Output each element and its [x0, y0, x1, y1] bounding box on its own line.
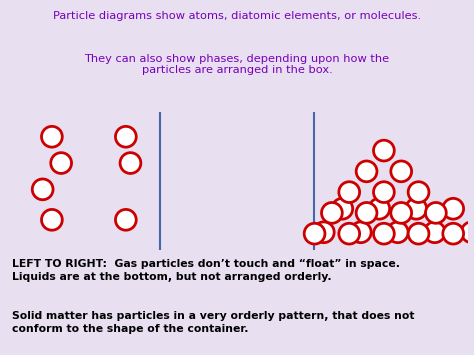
- Circle shape: [391, 202, 411, 223]
- Circle shape: [116, 209, 136, 230]
- Circle shape: [374, 223, 394, 244]
- Circle shape: [374, 182, 394, 202]
- Circle shape: [42, 209, 62, 230]
- Circle shape: [116, 126, 136, 147]
- Circle shape: [406, 198, 427, 219]
- Circle shape: [443, 223, 464, 244]
- Text: Particle diagrams show atoms, diatomic elements, or molecules.: Particle diagrams show atoms, diatomic e…: [53, 11, 421, 21]
- Text: They can also show phases, depending upon how the
particles are arranged in the : They can also show phases, depending upo…: [84, 54, 390, 75]
- Circle shape: [304, 223, 325, 244]
- Circle shape: [51, 153, 72, 174]
- Circle shape: [443, 198, 464, 219]
- Circle shape: [374, 140, 394, 161]
- Circle shape: [32, 179, 53, 200]
- Circle shape: [356, 202, 377, 223]
- Circle shape: [42, 126, 62, 147]
- Circle shape: [339, 182, 360, 202]
- Text: LEFT TO RIGHT:  Gas particles don’t touch and “float” in space.
Liquids are at t: LEFT TO RIGHT: Gas particles don’t touch…: [12, 259, 400, 282]
- Circle shape: [408, 182, 429, 202]
- Text: Solid matter has particles in a very orderly pattern, that does not
conform to t: Solid matter has particles in a very ord…: [12, 311, 414, 334]
- Circle shape: [339, 223, 360, 244]
- Circle shape: [424, 222, 445, 243]
- Circle shape: [461, 222, 474, 243]
- Circle shape: [332, 198, 353, 219]
- Circle shape: [369, 198, 390, 219]
- Circle shape: [387, 222, 408, 243]
- Circle shape: [321, 202, 342, 223]
- Circle shape: [356, 161, 377, 182]
- Circle shape: [313, 222, 334, 243]
- Circle shape: [391, 161, 411, 182]
- Circle shape: [120, 153, 141, 174]
- Circle shape: [350, 222, 371, 243]
- Circle shape: [426, 202, 446, 223]
- Circle shape: [408, 223, 429, 244]
